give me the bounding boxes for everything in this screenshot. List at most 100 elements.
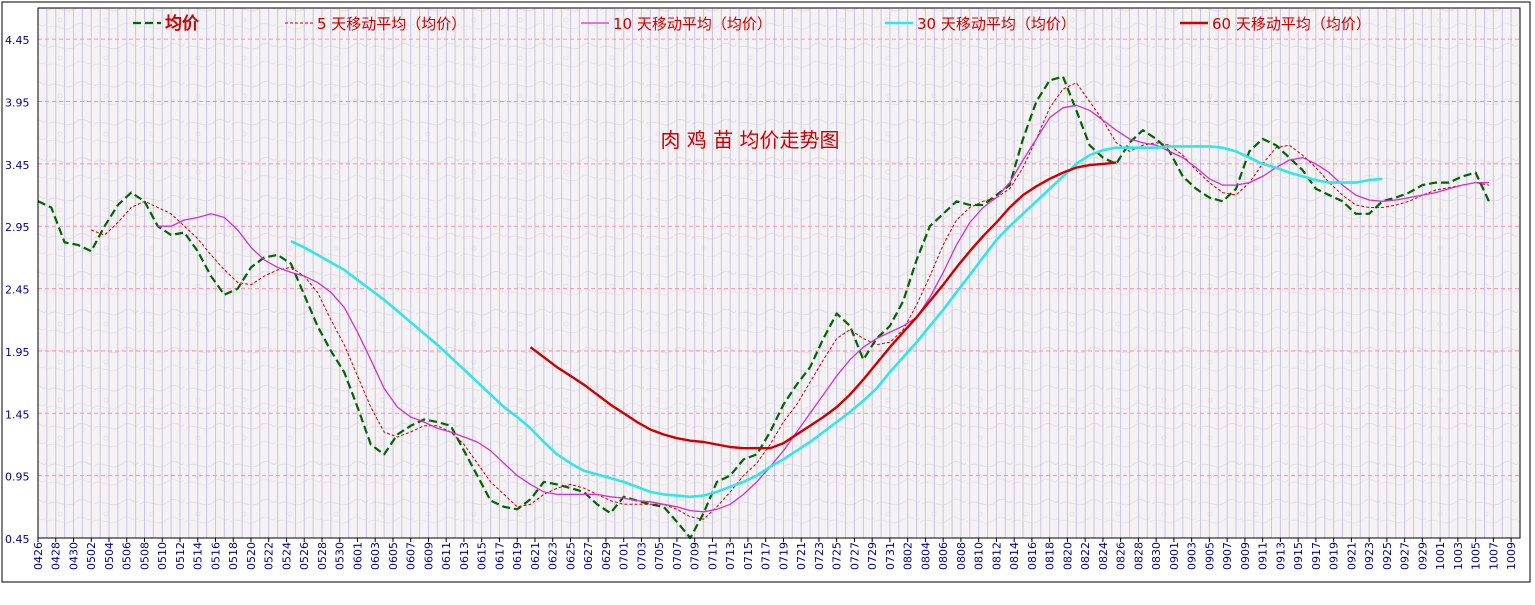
x-tick-label: 0514: [192, 542, 205, 570]
y-tick-label: 3.95: [5, 97, 30, 110]
x-tick-label: 0723: [813, 542, 826, 570]
x-tick-label: 0528: [316, 542, 329, 570]
x-tick-label: 0703: [635, 542, 648, 570]
y-tick-label: 4.45: [5, 34, 30, 47]
x-tick-label: 0818: [1044, 542, 1057, 570]
x-tick-label: 0426: [32, 542, 45, 570]
x-tick-label: 1003: [1452, 542, 1465, 570]
x-tick-label: 0506: [121, 542, 134, 570]
series-line-5: [529, 161, 1117, 450]
x-tick-label: 0508: [138, 542, 151, 570]
x-tick-label: 0929: [1416, 542, 1429, 570]
x-tick-label: 0715: [742, 542, 755, 570]
y-tick-label: 0.95: [5, 471, 30, 484]
plot-border: [37, 7, 1521, 539]
x-tick-label: 0919: [1328, 542, 1341, 570]
x-tick-label: 1005: [1470, 542, 1483, 570]
x-tick-label: 1009: [1505, 542, 1518, 570]
x-tick-label: 0814: [1008, 542, 1021, 570]
y-tick-label: 3.45: [5, 159, 30, 172]
x-tick-label: 0701: [618, 542, 631, 570]
x-tick-label: 0824: [1097, 542, 1110, 570]
x-tick-label: 0822: [1079, 542, 1092, 570]
x-tick-label: 0502: [85, 542, 98, 570]
x-tick-label: 0623: [547, 542, 560, 570]
x-tick-label: 0516: [209, 542, 222, 570]
x-tick-label: 0808: [955, 542, 968, 570]
legend-label: 均价: [165, 13, 200, 34]
y-tick-label: 2.45: [5, 284, 30, 297]
x-tick-label: 0826: [1115, 542, 1128, 570]
x-tick-label: 0428: [50, 542, 63, 570]
x-tick-label: 0911: [1257, 542, 1270, 570]
x-tick-label: 0719: [777, 542, 790, 570]
grid-vertical-lines: [37, 8, 1521, 538]
x-tick-label: 0524: [280, 542, 293, 570]
x-tick-label: 0510: [156, 542, 169, 570]
x-tick-label: 0709: [689, 542, 702, 570]
plot-background: [38, 8, 1520, 538]
x-tick-label: 0619: [511, 542, 524, 570]
x-tick-label: 0717: [760, 542, 773, 570]
y-axis: 0.45 0.95 1.45 1.95 2.45 2.95 3.45 3.95 4.45: [5, 34, 30, 546]
x-tick-label: 0816: [1026, 542, 1039, 570]
x-tick-label: 0806: [937, 542, 950, 570]
series-layer: [37, 75, 1490, 540]
x-tick-label: 0605: [387, 542, 400, 570]
x-tick-label: 0820: [1061, 542, 1074, 570]
x-tick-label: 0901: [1168, 542, 1181, 570]
x-tick-label: 0611: [440, 542, 453, 570]
series-line-2: [91, 82, 1489, 520]
x-tick-label: 0603: [369, 542, 382, 570]
series-line-4: [290, 145, 1383, 499]
chart-title: 肉 鸡 苗 均价走势图: [660, 128, 839, 152]
x-tick-label: 0430: [67, 542, 80, 570]
x-tick-label: 0913: [1274, 542, 1287, 570]
y-tick-label: 2.95: [5, 221, 30, 234]
x-tick-label: 0721: [795, 542, 808, 570]
x-tick-label: 0731: [884, 542, 897, 570]
x-axis: 0426 0428 0430 0502 0504 0506 0508 0510 0512 0514…: [32, 538, 1518, 570]
x-tick-label: 0802: [902, 542, 915, 570]
y-tick-label: 1.45: [5, 408, 30, 421]
x-tick-label: 0607: [405, 542, 418, 570]
x-tick-label: 0810: [973, 542, 986, 570]
x-tick-label: 0526: [298, 542, 311, 570]
x-tick-label: 0627: [582, 542, 595, 570]
x-tick-label: 0617: [493, 542, 506, 570]
x-tick-label: 1007: [1487, 542, 1500, 570]
y-tick-label: 0.45: [5, 533, 30, 546]
x-tick-label: 0812: [990, 542, 1003, 570]
x-tick-label: 0504: [103, 542, 116, 570]
x-tick-label: 0530: [334, 542, 347, 570]
x-tick-label: 0917: [1310, 542, 1323, 570]
legend-label: 10 天移动平均（均价）: [613, 15, 772, 33]
x-tick-label: 0909: [1239, 542, 1252, 570]
x-tick-label: 0907: [1221, 542, 1234, 570]
x-tick-label: 0621: [529, 542, 542, 570]
series-line-1: [37, 75, 1490, 540]
x-tick-label: 0830: [1150, 542, 1163, 570]
x-tick-label: 0613: [458, 542, 471, 570]
x-tick-label: 0923: [1363, 542, 1376, 570]
x-tick-label: 0725: [831, 542, 844, 570]
x-tick-label: 0828: [1132, 542, 1145, 570]
x-tick-label: 0707: [671, 542, 684, 570]
x-tick-label: 0915: [1292, 542, 1305, 570]
x-tick-label: 0713: [724, 542, 737, 570]
x-tick-label: 0609: [422, 542, 435, 570]
x-tick-label: 0615: [476, 542, 489, 570]
x-tick-label: 0518: [227, 542, 240, 570]
x-tick-label: 0727: [848, 542, 861, 570]
legend-label: 30 天移动平均（均价）: [917, 15, 1076, 33]
x-tick-label: 1001: [1434, 542, 1447, 570]
x-tick-label: 0903: [1186, 542, 1199, 570]
legend-label: 60 天移动平均（均价）: [1212, 15, 1371, 33]
y-tick-label: 1.95: [5, 346, 30, 359]
x-tick-label: 0921: [1345, 542, 1358, 570]
x-tick-label: 0905: [1203, 542, 1216, 570]
series-line-3: [157, 104, 1489, 513]
x-tick-label: 0520: [245, 542, 258, 570]
x-tick-label: 0729: [866, 542, 879, 570]
